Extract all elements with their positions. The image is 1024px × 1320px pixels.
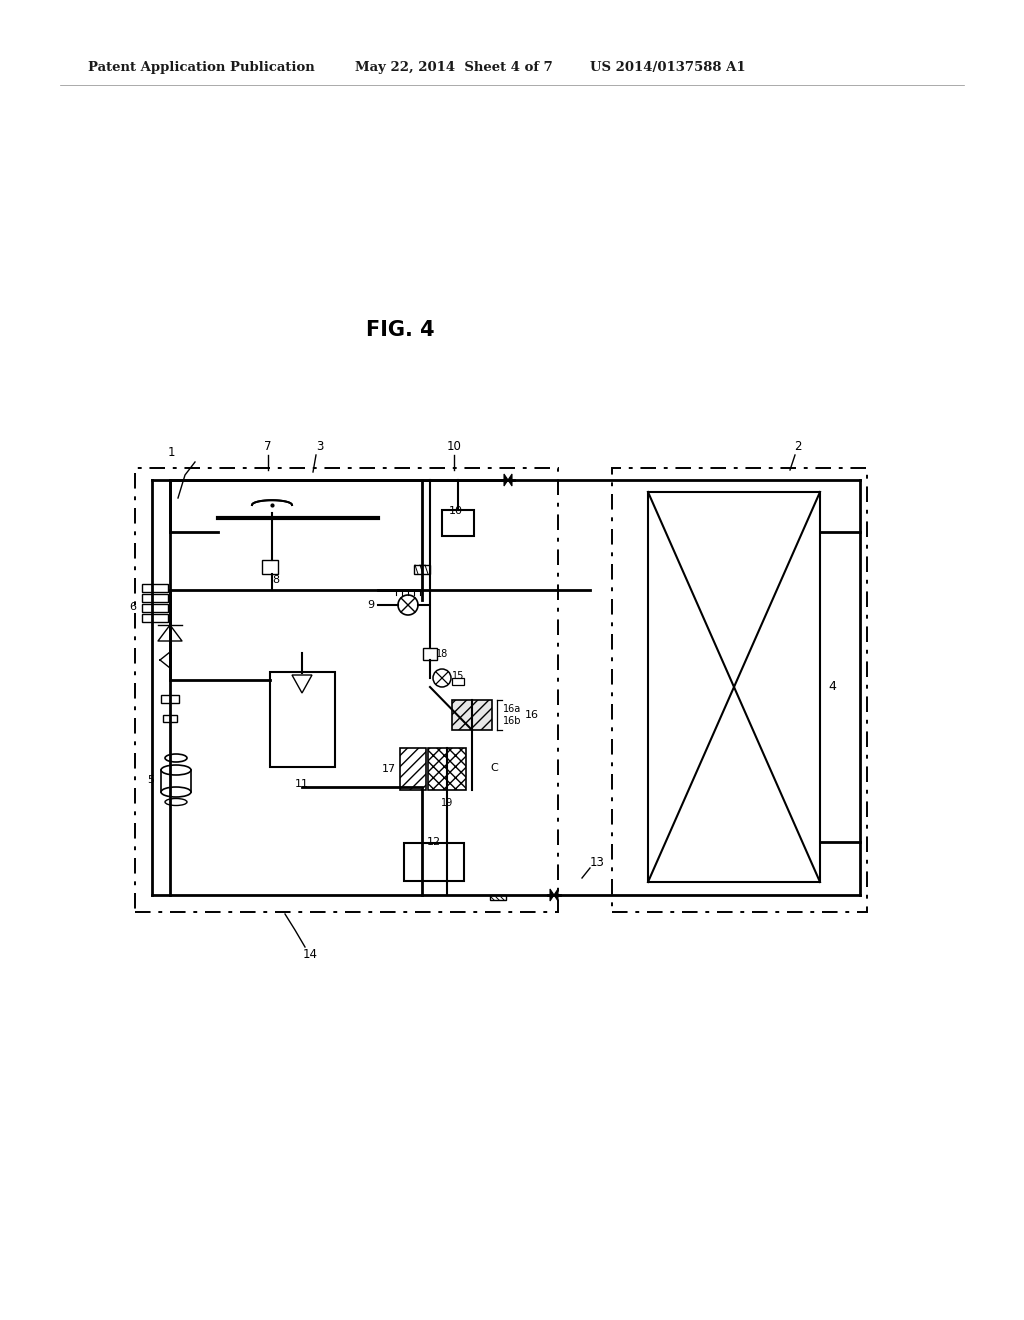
Bar [452, 678, 464, 685]
Bar [648, 492, 820, 882]
Text: 12: 12 [427, 837, 441, 847]
Bar [414, 565, 430, 574]
Bar [404, 843, 464, 880]
Bar [262, 560, 278, 574]
Text: 8: 8 [272, 576, 280, 585]
Bar [612, 469, 867, 912]
Bar [490, 895, 506, 900]
Text: 11: 11 [295, 779, 309, 789]
Text: 10: 10 [446, 441, 462, 454]
Text: 2: 2 [795, 441, 802, 454]
Text: 15: 15 [452, 671, 464, 681]
Bar [442, 510, 474, 536]
Text: C: C [490, 763, 498, 774]
Bar [142, 614, 168, 622]
Text: 16: 16 [525, 710, 539, 719]
Polygon shape [550, 888, 558, 902]
Text: May 22, 2014  Sheet 4 of 7: May 22, 2014 Sheet 4 of 7 [355, 62, 553, 74]
Bar [135, 469, 558, 912]
Bar [142, 594, 168, 602]
Text: 17: 17 [382, 764, 396, 774]
Polygon shape [504, 474, 512, 486]
Text: 13: 13 [590, 855, 605, 869]
Bar [142, 583, 168, 591]
Bar [270, 672, 335, 767]
Text: 3: 3 [316, 441, 324, 454]
Bar [142, 605, 168, 612]
Text: 7: 7 [264, 441, 271, 454]
Text: 1: 1 [168, 446, 175, 459]
Text: FIG. 4: FIG. 4 [366, 319, 434, 341]
Text: 5: 5 [147, 775, 154, 785]
Bar [452, 700, 492, 730]
Text: 10: 10 [449, 506, 463, 516]
Text: 18: 18 [436, 649, 449, 659]
Bar [163, 715, 177, 722]
Text: 6: 6 [129, 602, 136, 612]
Bar [400, 748, 426, 789]
Text: Patent Application Publication: Patent Application Publication [88, 62, 314, 74]
Text: 14: 14 [302, 949, 317, 961]
Text: 16b: 16b [503, 715, 521, 726]
Text: 19: 19 [441, 799, 454, 808]
Bar [161, 696, 179, 704]
Text: 9: 9 [367, 601, 374, 610]
Text: 16a: 16a [503, 704, 521, 714]
Bar [423, 648, 437, 660]
Bar [428, 748, 466, 789]
Text: US 2014/0137588 A1: US 2014/0137588 A1 [590, 62, 745, 74]
Text: 4: 4 [828, 681, 836, 693]
